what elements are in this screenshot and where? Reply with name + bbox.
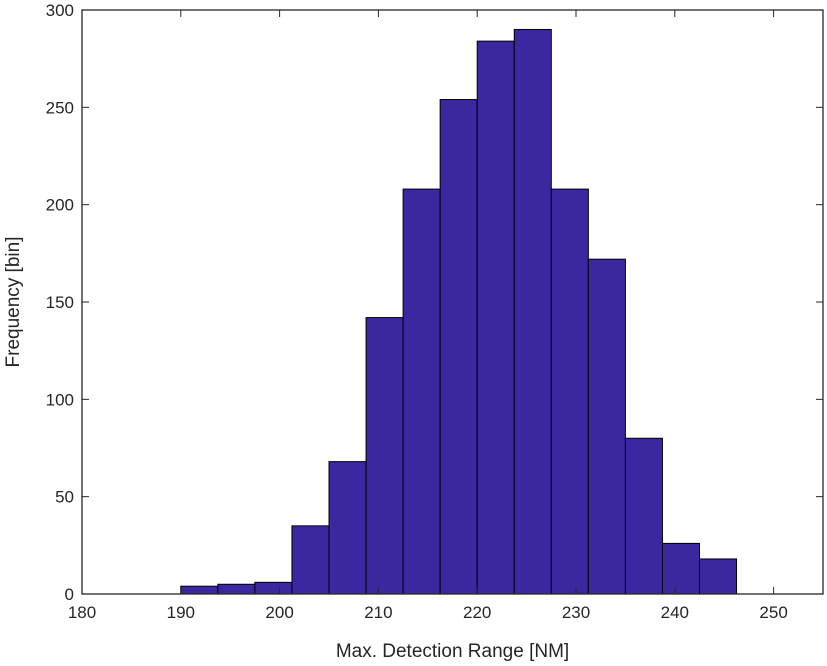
histogram-bar — [476, 40, 515, 595]
histogram-bar — [291, 525, 330, 595]
histogram-bar — [587, 258, 626, 595]
histogram-bar — [550, 188, 589, 595]
histogram-bar — [624, 437, 663, 595]
x-tick-label: 250 — [759, 603, 787, 622]
bars-group — [180, 28, 738, 595]
y-tick-label: 300 — [46, 1, 74, 20]
histogram-bar — [439, 99, 478, 595]
histogram-bar — [402, 188, 441, 595]
y-tick-label: 100 — [46, 390, 74, 409]
y-tick-label: 50 — [55, 488, 74, 507]
ticks-group: 180 190 200 210 220 230 240 250 0 50 100 150 200 250 3… — [46, 1, 823, 622]
y-tick-label: 0 — [65, 585, 74, 604]
histogram-bar — [699, 558, 738, 595]
y-axis-label: Frequency [bin] — [3, 237, 24, 368]
histogram-bar — [661, 542, 701, 595]
y-tick-label: 150 — [46, 293, 74, 312]
histogram-bar — [328, 461, 367, 595]
histogram-bar — [365, 317, 404, 595]
x-tick-label: 210 — [364, 603, 392, 622]
x-tick-label: 220 — [463, 603, 491, 622]
y-tick-label: 250 — [46, 98, 74, 117]
histogram-bar — [254, 581, 293, 595]
y-tick-label: 200 — [46, 196, 74, 215]
x-tick-label: 230 — [562, 603, 590, 622]
histogram-bar — [180, 585, 219, 595]
x-tick-label: 200 — [265, 603, 293, 622]
x-axis-label: Max. Detection Range [NM] — [336, 641, 569, 662]
x-tick-label: 240 — [661, 603, 689, 622]
x-tick-label: 190 — [167, 603, 195, 622]
histogram-bar — [513, 28, 552, 595]
histogram-bar — [217, 583, 256, 595]
x-tick-label: 180 — [68, 603, 96, 622]
